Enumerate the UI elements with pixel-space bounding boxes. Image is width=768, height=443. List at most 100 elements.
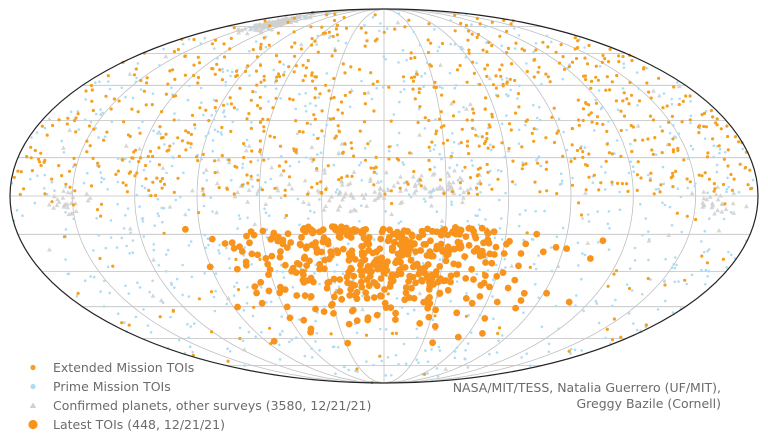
prime-toi-marker xyxy=(477,223,481,227)
prime-toi-marker xyxy=(142,308,145,311)
extended-toi-marker xyxy=(486,146,490,150)
extended-toi-marker xyxy=(387,145,391,149)
extended-toi-marker xyxy=(453,13,457,17)
prime-toi-marker xyxy=(664,299,667,303)
extended-toi-marker xyxy=(438,178,443,182)
prime-toi-marker xyxy=(449,19,452,22)
prime-toi-marker xyxy=(296,197,300,201)
prime-toi-marker xyxy=(36,174,39,177)
prime-toi-marker xyxy=(128,160,131,163)
prime-toi-marker xyxy=(583,46,586,49)
prime-toi-marker xyxy=(205,179,209,182)
extended-toi-marker xyxy=(374,165,378,169)
extended-toi-marker xyxy=(213,171,217,175)
prime-toi-marker xyxy=(170,164,174,168)
extended-toi-marker xyxy=(89,184,94,188)
prime-toi-marker xyxy=(560,179,564,183)
prime-toi-marker xyxy=(100,176,103,180)
prime-toi-marker xyxy=(518,84,521,88)
latest-toi-marker xyxy=(452,226,459,234)
prime-toi-marker xyxy=(333,270,336,273)
extended-toi-marker xyxy=(407,18,411,22)
confirmed-planet-marker xyxy=(372,189,378,194)
extended-toi-marker xyxy=(327,89,331,93)
prime-toi-marker xyxy=(186,323,189,326)
prime-toi-marker xyxy=(549,246,553,249)
prime-toi-marker xyxy=(202,113,205,117)
extended-toi-marker xyxy=(324,83,328,87)
extended-toi-marker xyxy=(228,96,232,100)
extended-toi-marker xyxy=(165,149,169,153)
prime-toi-marker xyxy=(347,368,351,372)
prime-toi-marker xyxy=(291,286,295,289)
extended-toi-marker xyxy=(587,152,591,156)
extended-toi-marker xyxy=(556,129,560,133)
extended-toi-marker xyxy=(475,16,479,21)
prime-toi-marker xyxy=(726,176,729,180)
prime-toi-marker xyxy=(455,163,459,167)
latest-toi-marker xyxy=(357,278,365,286)
prime-toi-marker xyxy=(392,113,396,116)
latest-toi-marker xyxy=(462,233,470,241)
prime-toi-marker xyxy=(436,375,440,378)
latest-toi-marker xyxy=(364,314,372,322)
prime-toi-marker xyxy=(647,258,650,262)
extended-toi-marker xyxy=(561,154,565,158)
prime-toi-marker xyxy=(707,269,711,273)
extended-toi-marker xyxy=(128,170,133,174)
extended-toi-marker xyxy=(195,155,199,159)
extended-toi-marker xyxy=(608,88,612,92)
extended-toi-marker xyxy=(505,51,509,55)
extended-toi-marker xyxy=(422,372,427,376)
extended-toi-marker xyxy=(671,150,676,154)
latest-toi-marker xyxy=(234,303,242,311)
extended-toi-marker xyxy=(301,78,305,83)
prime-toi-marker xyxy=(466,366,470,369)
extended-toi-marker xyxy=(157,146,161,150)
latest-toi-marker xyxy=(485,239,493,247)
extended-toi-marker xyxy=(127,323,131,327)
latest-toi-marker xyxy=(425,313,433,321)
prime-toi-marker xyxy=(397,221,401,225)
confirmed-planet-marker xyxy=(351,169,357,174)
confirmed-planet-marker xyxy=(731,190,737,195)
extended-toi-marker xyxy=(282,169,286,173)
extended-toi-marker xyxy=(617,54,621,58)
prime-toi-marker xyxy=(465,292,468,295)
extended-toi-marker xyxy=(516,92,521,96)
prime-toi-marker xyxy=(264,211,268,214)
extended-toi-marker xyxy=(635,173,640,177)
confirmed-planet-marker xyxy=(127,226,133,231)
extended-toi-marker xyxy=(627,102,631,106)
extended-toi-marker xyxy=(197,61,202,65)
prime-toi-marker xyxy=(104,246,108,250)
extended-toi-marker xyxy=(335,23,339,27)
prime-toi-marker xyxy=(675,263,678,267)
confirmed-planet-marker xyxy=(509,263,515,268)
extended-toi-marker xyxy=(450,190,454,194)
prime-toi-marker xyxy=(415,327,419,331)
latest-toi-marker xyxy=(386,283,394,290)
legend-label-latest: Latest TOIs (448, 12/21/21) xyxy=(53,417,225,432)
prime-toi-marker xyxy=(611,183,614,186)
prime-toi-marker xyxy=(294,107,298,111)
prime-toi-marker xyxy=(452,140,456,144)
extended-toi-marker xyxy=(89,83,93,88)
latest-toi-marker xyxy=(415,233,423,241)
extended-toi-marker xyxy=(235,73,239,78)
confirmed-planet-marker xyxy=(381,187,387,193)
prime-toi-marker xyxy=(685,282,688,286)
prime-toi-marker xyxy=(633,259,637,262)
latest-toi-marker xyxy=(517,250,525,257)
confirmed-planet-marker xyxy=(651,88,656,93)
latest-toi-marker xyxy=(462,275,470,282)
prime-toi-marker xyxy=(283,216,287,220)
prime-toi-marker xyxy=(317,96,320,99)
prime-toi-marker xyxy=(359,161,363,164)
extended-toi-marker xyxy=(721,257,726,261)
extended-toi-marker xyxy=(261,117,265,121)
extended-toi-marker xyxy=(12,175,16,179)
confirmed-planet-marker xyxy=(137,146,142,151)
prime-toi-marker xyxy=(538,118,542,122)
extended-toi-marker xyxy=(45,133,49,137)
